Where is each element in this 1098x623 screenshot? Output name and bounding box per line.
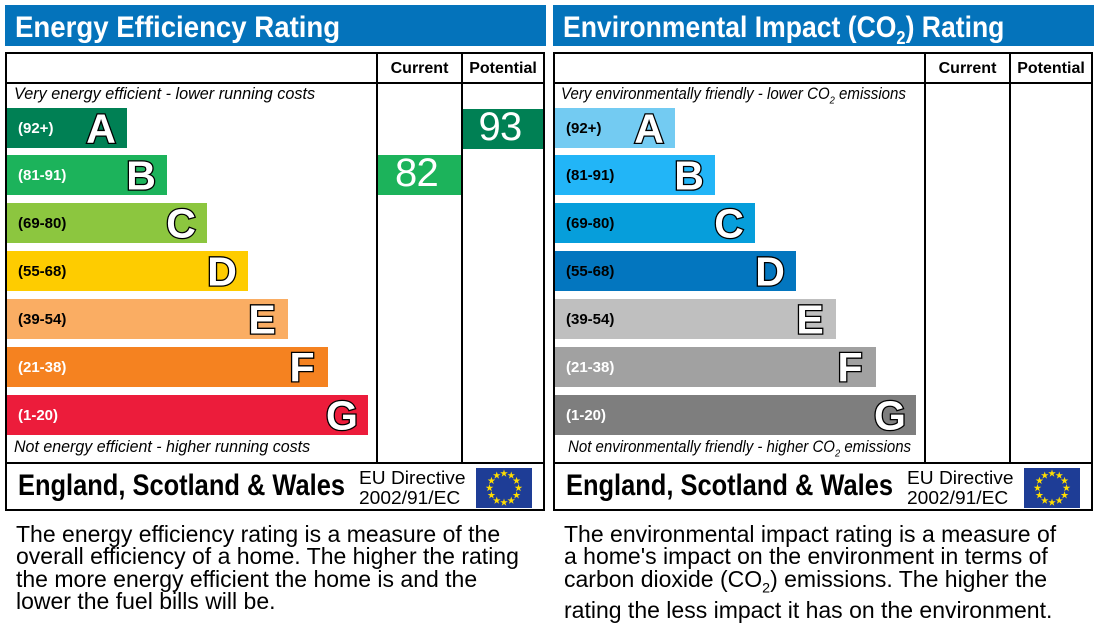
svg-text:B: B [126, 155, 156, 195]
svg-text:A: A [634, 108, 664, 148]
svg-text:C: C [714, 203, 744, 243]
svg-text:C: C [166, 203, 196, 243]
svg-text:B: B [674, 155, 704, 195]
svg-text:D: D [755, 251, 785, 291]
svg-text:D: D [207, 251, 237, 291]
svg-text:A: A [86, 108, 116, 148]
svg-text:E: E [796, 299, 823, 339]
svg-text:F: F [837, 347, 862, 387]
svg-text:G: G [326, 395, 358, 435]
svg-text:G: G [874, 395, 906, 435]
svg-text:F: F [289, 347, 314, 387]
svg-text:E: E [248, 299, 275, 339]
